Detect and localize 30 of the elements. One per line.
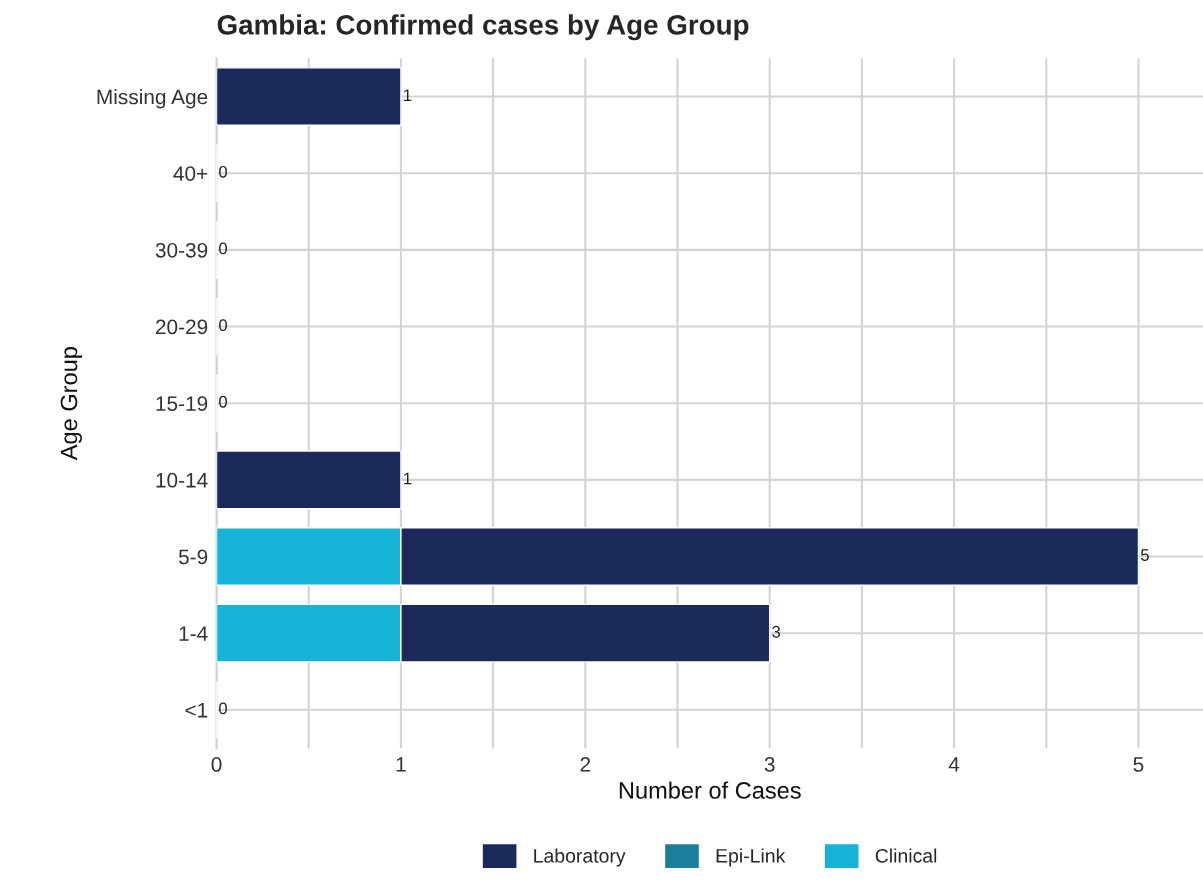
total-label: 3 xyxy=(772,625,781,638)
y-tick-label: 5-9 xyxy=(178,549,208,565)
total-label: 1 xyxy=(404,89,412,101)
y-tick-label: 20-29 xyxy=(155,319,208,335)
total-label: 0 xyxy=(219,702,227,715)
x-axis-title: Number of Cases xyxy=(619,781,801,799)
legend-label: Laboratory xyxy=(534,848,626,867)
total-label: 0 xyxy=(219,242,227,255)
y-tick-label: <1 xyxy=(185,703,208,718)
chart-title: Gambia: Confirmed cases by Age Group xyxy=(217,14,749,41)
y-axis-title: Age Group xyxy=(60,347,82,461)
y-tick-label: Missing Age xyxy=(97,89,208,109)
y-tick-label: 1-4 xyxy=(179,626,208,641)
y-tick-label: 15-19 xyxy=(156,396,208,411)
y-tick-label: 30-39 xyxy=(155,242,208,258)
x-tick-label: 1 xyxy=(396,757,406,772)
legend-label: Clinical xyxy=(875,848,937,863)
y-tick-label: 40+ xyxy=(173,166,208,181)
total-label: 1 xyxy=(404,472,412,485)
x-tick-label: 2 xyxy=(580,757,591,772)
x-tick-label: 0 xyxy=(211,757,222,772)
x-tick-label: 5 xyxy=(1133,757,1144,772)
x-tick-label: 3 xyxy=(764,757,775,772)
total-label: 0 xyxy=(219,319,227,332)
x-tick-label: 4 xyxy=(948,757,960,772)
legend-label: Epi-Link xyxy=(716,848,786,867)
total-label: 0 xyxy=(219,165,227,178)
total-label: 0 xyxy=(219,395,227,408)
total-label: 5 xyxy=(1140,549,1149,561)
y-tick-label: 10-14 xyxy=(156,472,208,488)
